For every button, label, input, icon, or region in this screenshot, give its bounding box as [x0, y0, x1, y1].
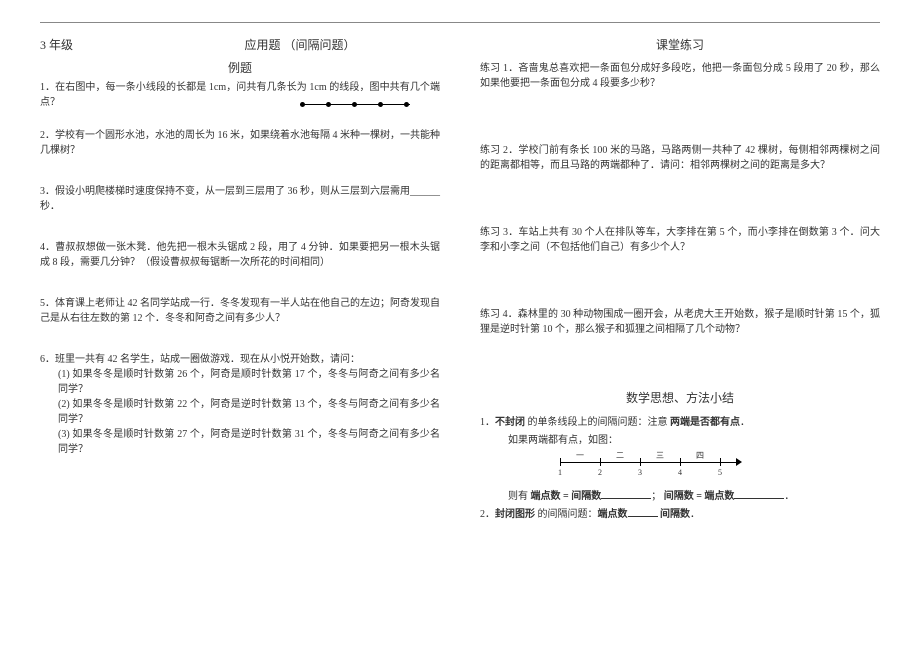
summary-line-1: 1．不封闭 的单条线段上的间隔问题：注意 两端是否都有点．	[480, 414, 880, 432]
summary-line-2: 如果两端都有点，如图：	[508, 432, 880, 450]
blank-line	[628, 508, 658, 517]
sum1-mid: 的单条线段上的间隔问题：注意	[525, 417, 670, 428]
question-5: 5．体育课上老师让 42 名同学站成一行．冬冬发现有一半人站在他自己的左边；阿奇…	[40, 296, 440, 326]
q6-sub1: (1) 如果冬冬是顺时针数第 26 个，阿奇是顺时针数第 17 个，冬冬与阿奇之…	[58, 367, 440, 397]
header-row: 3 年级 应用题 （间隔问题）	[40, 36, 440, 53]
sum4-c: 的间隔问题：	[535, 509, 598, 520]
numline-tick	[720, 458, 721, 466]
sum3-c: ；	[651, 491, 664, 502]
numline-toplabel: 二	[616, 450, 624, 461]
sum4-e: 间隔数	[658, 509, 691, 520]
two-column-layout: 3 年级 应用题 （间隔问题） 例题 1．在右图中，每一条小线段的长都是 1cm…	[40, 30, 880, 524]
sum3-e: ．	[784, 491, 794, 502]
practice-3: 练习 3．车站上共有 30 个人在排队等车，大李排在第 5 个，而小李排在倒数第…	[480, 225, 880, 255]
numline-botlabel: 1	[558, 468, 562, 477]
numline-tick	[640, 458, 641, 466]
topic-label: 应用题 （间隔问题）	[160, 36, 440, 53]
sum3-d: 间隔数 = 端点数	[664, 491, 735, 502]
numline-botlabel: 4	[678, 468, 682, 477]
numline-botlabel: 2	[598, 468, 602, 477]
question-2: 2．学校有一个圆形水池，水池的周长为 16 米，如果绕着水池每隔 4 米种一棵树…	[40, 128, 440, 158]
question-6: 6．班里一共有 42 名学生，站成一圈做游戏．现在从小悦开始数，请问： (1) …	[40, 352, 440, 457]
practice-1: 练习 1．吝啬鬼总喜欢把一条面包分成好多段吃，他把一条面包分成 5 段用了 20…	[480, 61, 880, 91]
numline-toplabel: 一	[576, 450, 584, 461]
q6-sub3: (3) 如果冬冬是顺时针数第 27 个，阿奇是逆时针数第 31 个，冬冬与阿奇之…	[58, 427, 440, 457]
q1-segment-diagram	[300, 100, 410, 110]
segment-dot-icon	[326, 102, 331, 107]
segment-dot-icon	[352, 102, 357, 107]
sum3-b: 端点数 = 间隔数	[531, 491, 602, 502]
numline-arrow-icon	[736, 458, 742, 466]
segment-dot-icon	[404, 102, 409, 107]
grade-label: 3 年级	[40, 36, 160, 53]
summary-line-4: 2．封闭图形 的间隔问题：端点数 间隔数．	[480, 506, 880, 524]
top-rule	[40, 22, 880, 23]
sum1-end: ．	[740, 417, 750, 428]
q6-stem: 6．班里一共有 42 名学生，站成一圈做游戏．现在从小悦开始数，请问：	[40, 352, 440, 367]
practice-2: 练习 2．学校门前有条长 100 米的马路，马路两侧一共种了 42 棵树，每侧相…	[480, 143, 880, 173]
numline-axis	[560, 462, 740, 463]
sum4-b: 封闭图形	[495, 509, 535, 520]
summary-title: 数学思想、方法小结	[480, 389, 880, 406]
numline-tick	[560, 458, 561, 466]
number-line-diagram: 一 二 三 四 1 2 3 4 5	[560, 454, 880, 482]
sum1-bold2: 两端是否都有点	[670, 417, 740, 428]
segment-dot-icon	[378, 102, 383, 107]
summary-line-3: 则有 端点数 = 间隔数 ； 间隔数 = 端点数 ．	[508, 488, 880, 506]
sum4-d: 端点数	[598, 509, 628, 520]
numline-tick	[680, 458, 681, 466]
question-4: 4．曹叔叔想做一张木凳．他先把一根木头锯成 2 段，用了 4 分钟．如果要把另一…	[40, 240, 440, 270]
numline-toplabel: 三	[656, 450, 664, 461]
numline-tick	[600, 458, 601, 466]
practice-4: 练习 4．森林里的 30 种动物围成一圈开会，从老虎大王开始数，猴子是顺时针第 …	[480, 307, 880, 337]
sum3-a: 则有	[508, 491, 531, 502]
blank-line	[734, 490, 784, 499]
sum4-a: 2．	[480, 509, 495, 520]
q6-sub2: (2) 如果冬冬是顺时针数第 22 个，阿奇是逆时针数第 13 个，冬冬与阿奇之…	[58, 397, 440, 427]
blank-line	[601, 490, 651, 499]
sum1-num: 1．	[480, 417, 495, 428]
sum1-bold: 不封闭	[495, 417, 525, 428]
right-column: 课堂练习 练习 1．吝啬鬼总喜欢把一条面包分成好多段吃，他把一条面包分成 5 段…	[480, 30, 880, 524]
sum4-f: ．	[690, 509, 700, 520]
segment-dot-icon	[300, 102, 305, 107]
numline-botlabel: 5	[718, 468, 722, 477]
practice-title: 课堂练习	[480, 36, 880, 53]
example-title: 例题	[40, 59, 440, 76]
numline-botlabel: 3	[638, 468, 642, 477]
numline-toplabel: 四	[696, 450, 704, 461]
question-3: 3．假设小明爬楼梯时速度保持不变，从一层到三层用了 36 秒，则从三层到六层需用…	[40, 184, 440, 214]
